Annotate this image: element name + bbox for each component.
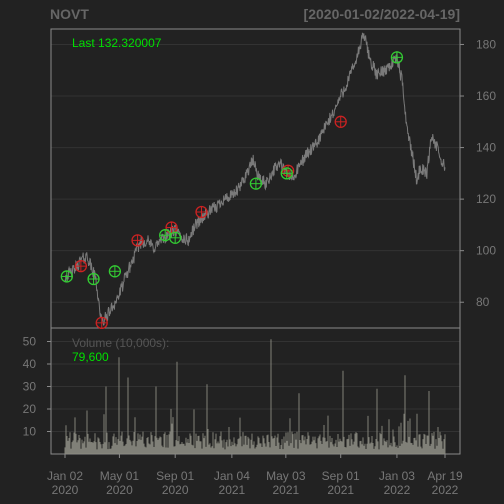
last-price-label: Last 132.320007 — [72, 36, 162, 50]
buy-marker — [60, 270, 73, 283]
volume-label: Volume (10,000s): — [72, 336, 169, 350]
x-tick-label: 2020 — [52, 483, 79, 497]
sell-marker — [334, 115, 347, 128]
sell-marker — [131, 234, 144, 247]
x-tick-label: 2021 — [327, 483, 354, 497]
sell-marker — [74, 259, 88, 273]
x-tick-label: 2021 — [219, 483, 246, 497]
trade-markers — [60, 51, 404, 329]
x-tick-label: Sep 01 — [156, 469, 194, 483]
volume-value: 79,600 — [72, 350, 109, 364]
x-tick-label: 2022 — [384, 483, 411, 497]
volume-y-tick-label: 20 — [23, 402, 37, 416]
x-tick-label: Jan 02 — [47, 469, 83, 483]
chart-date-range: [2020-01-02/2022-04-19] — [304, 6, 460, 22]
x-tick-label: 2021 — [272, 483, 299, 497]
buy-marker — [280, 167, 293, 180]
price-y-tick-label: 160 — [476, 89, 496, 103]
sell-marker — [195, 205, 208, 219]
buy-marker — [159, 229, 172, 242]
sell-marker — [95, 316, 108, 329]
volume-y-axis: 10 20 30 40 50 — [23, 335, 51, 439]
price-y-tick-label: 80 — [476, 295, 490, 309]
x-tick-label: Jan 04 — [214, 469, 250, 483]
volume-y-tick-label: 40 — [23, 357, 37, 371]
x-tick-label: Apr 19 — [427, 469, 463, 483]
volume-y-tick-label: 10 — [23, 425, 37, 439]
x-tick-label: 2020 — [162, 483, 189, 497]
x-tick-label: 2020 — [106, 483, 133, 497]
buy-marker — [249, 177, 263, 190]
chart-symbol-title: NOVT — [50, 6, 89, 22]
sell-marker — [165, 221, 178, 234]
x-tick-label: May 03 — [266, 469, 306, 483]
x-tick-label: May 01 — [100, 469, 140, 483]
price-y-tick-label: 120 — [476, 192, 496, 206]
volume-y-tick-label: 50 — [23, 335, 37, 349]
price-y-tick-label: 180 — [476, 37, 496, 51]
price-y-tick-label: 140 — [476, 141, 496, 155]
x-tick-label: 2022 — [432, 483, 459, 497]
buy-marker — [169, 231, 182, 244]
volume-bars — [64, 339, 446, 454]
buy-marker — [87, 272, 100, 286]
price-y-axis: 80 100 120 140 160 180 — [460, 37, 496, 309]
price-line — [64, 32, 446, 326]
price-grid — [51, 43, 460, 303]
x-tick-label: Jan 03 — [379, 469, 415, 483]
volume-panel-frame — [50, 327, 461, 455]
price-y-tick-label: 100 — [476, 244, 496, 258]
buy-marker — [390, 51, 404, 64]
volume-y-tick-label: 30 — [23, 380, 37, 394]
buy-marker — [108, 265, 122, 278]
x-tick-label: Sep 01 — [322, 469, 360, 483]
